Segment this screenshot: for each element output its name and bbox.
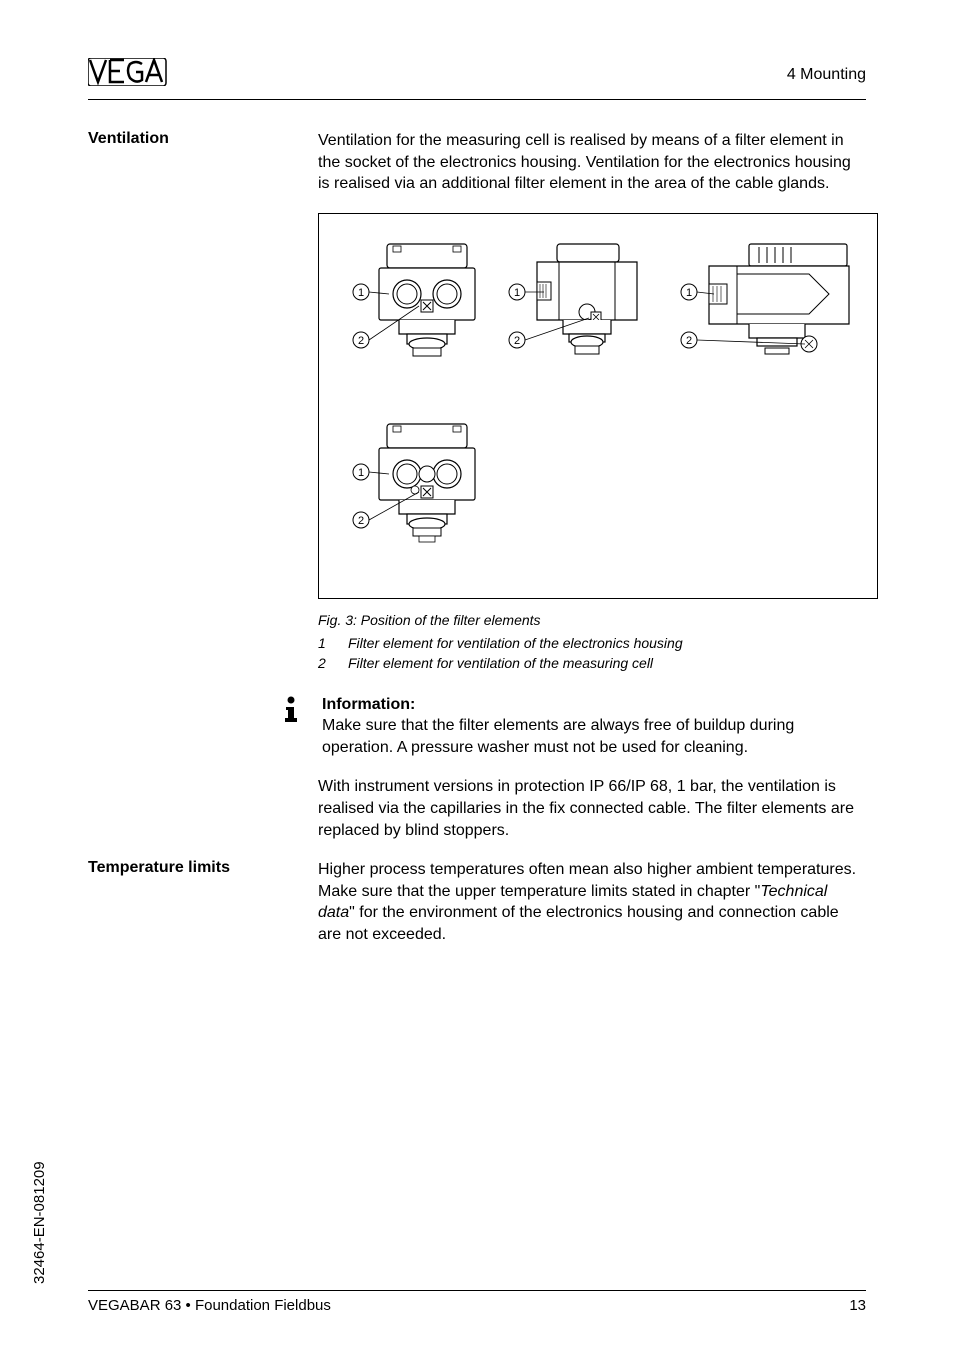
legend-text-1: Filter element for ventilation of the el… [348,634,683,654]
ventilation-label: Ventilation [88,130,298,195]
figure-legend-2: 2 Filter element for ventilation of the … [318,654,866,674]
info-title: Information: [322,694,866,716]
legend-num-2: 2 [318,654,330,674]
document-id: 32464-EN-081209 [31,1161,48,1284]
footer-page-number: 13 [849,1297,866,1314]
figure-box: 1 2 [318,213,878,599]
figure-caption: Fig. 3: Position of the filter elements [318,611,866,631]
svg-text:2: 2 [358,335,364,347]
legend-num-1: 1 [318,634,330,654]
ip-protection-text: With instrument versions in protection I… [318,776,866,841]
info-block: Information: Make sure that the filter e… [282,694,866,759]
section-title: 4 Mounting [787,66,866,84]
page-header: 4 Mounting [88,58,866,100]
figure-container: 1 2 [318,213,866,599]
page-footer: VEGABAR 63 • Foundation Fieldbus 13 [88,1290,866,1314]
figure-legend-1: 1 Filter element for ventilation of the … [318,634,866,654]
svg-text:2: 2 [686,335,692,347]
ventilation-text: Ventilation for the measuring cell is re… [318,130,866,195]
temperature-text: Higher process temperatures often mean a… [318,859,866,945]
svg-text:2: 2 [358,515,364,527]
svg-text:1: 1 [514,287,520,299]
svg-text:2: 2 [514,335,520,347]
footer-left: VEGABAR 63 • Foundation Fieldbus [88,1297,331,1314]
legend-text-2: Filter element for ventilation of the me… [348,654,653,674]
svg-text:1: 1 [358,467,364,479]
info-icon [282,694,302,759]
temperature-label: Temperature limits [88,859,298,945]
info-text: Make sure that the filter elements are a… [322,715,866,758]
svg-text:1: 1 [686,287,692,299]
svg-text:1: 1 [358,287,364,299]
vega-logo [88,58,188,91]
